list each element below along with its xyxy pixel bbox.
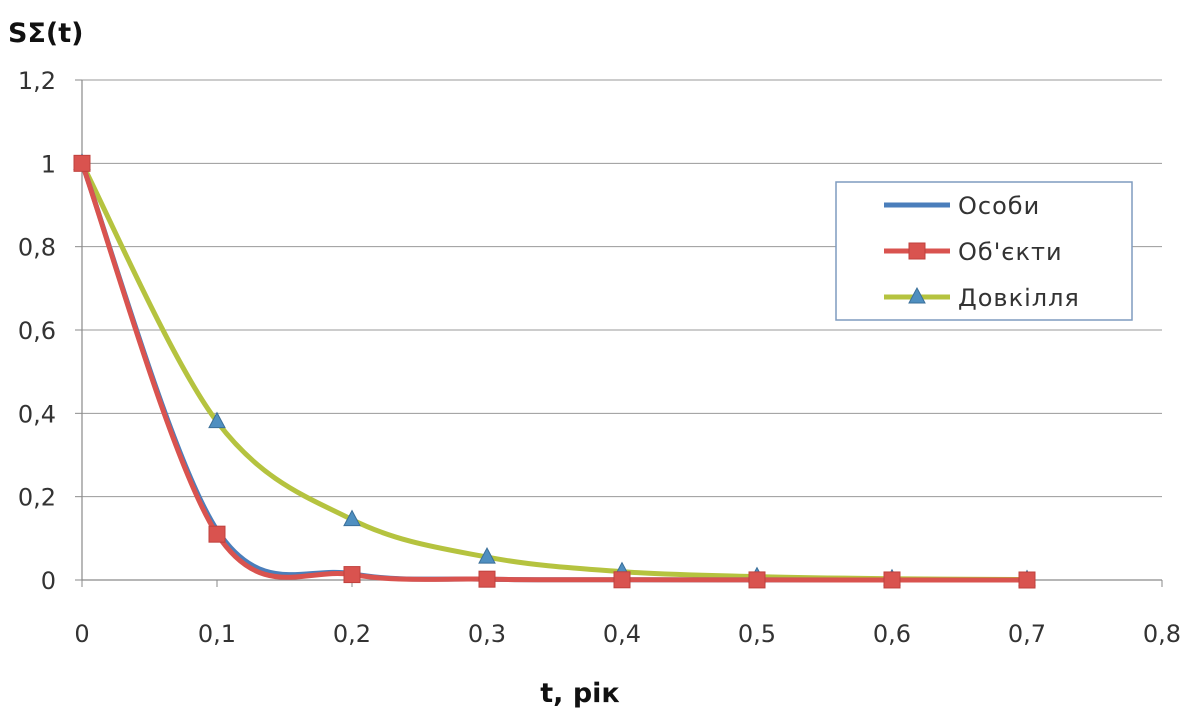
x-tick-label: 0,7 (1008, 620, 1046, 648)
x-tick-label: 0,4 (603, 620, 641, 648)
data-point-series-2 (208, 411, 226, 429)
legend-label-1: Об'єкти (958, 238, 1063, 266)
y-tick-label: 0,4 (18, 400, 56, 428)
y-tick-label: 0,8 (18, 234, 56, 262)
x-tick-label: 0,1 (198, 620, 236, 648)
data-point-series-1 (883, 571, 901, 589)
legend-marker-1 (908, 242, 926, 260)
x-tick-label: 0,5 (738, 620, 776, 648)
y-axis-title: SΣ(t) (8, 18, 83, 49)
x-tick-label: 0,2 (333, 620, 371, 648)
x-axis-title: t, рік (540, 678, 619, 709)
gridlines (82, 79, 1162, 498)
legend-marker-2 (908, 286, 926, 304)
data-point-series-1 (208, 525, 226, 543)
data-point-series-2 (478, 547, 496, 564)
legend: Особи Об'єкти Довкілля (835, 181, 1133, 321)
series-markers (73, 153, 1036, 589)
x-tick-label: 0,3 (468, 620, 506, 648)
y-tick-label: 0,2 (18, 484, 56, 512)
y-tick-label: 1,2 (18, 67, 56, 95)
x-tick-label: 0 (74, 620, 89, 648)
data-point-series-1 (613, 571, 631, 589)
axes (75, 79, 1163, 587)
data-point-series-2 (343, 509, 361, 527)
legend-label-2: Довкілля (958, 284, 1080, 312)
data-point-series-1 (73, 154, 91, 172)
y-tick-label: 1 (41, 150, 56, 178)
data-point-series-1 (1018, 571, 1036, 589)
data-point-series-1 (478, 570, 496, 588)
data-point-series-1 (343, 566, 361, 584)
tick-labels: 0 0,2 0,4 0,6 0,8 1 1,2 0 0,1 0,2 0,3 0,4 0,5 0,6 0,7 0… (18, 67, 1181, 648)
x-tick-label: 0,8 (1143, 620, 1181, 648)
data-point-series-1 (748, 571, 766, 589)
y-tick-label: 0 (41, 567, 56, 595)
legend-label-0: Особи (958, 192, 1040, 220)
series-lines (79, 160, 1030, 583)
series-line-1 (79, 160, 1030, 583)
y-tick-label: 0,6 (18, 317, 56, 345)
x-tick-label: 0,6 (873, 620, 911, 648)
